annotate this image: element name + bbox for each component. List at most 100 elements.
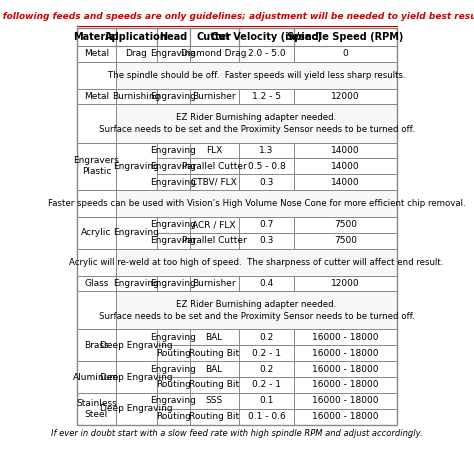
Bar <box>157 393 190 408</box>
Text: Brass: Brass <box>84 341 109 350</box>
Bar <box>294 159 397 174</box>
Bar <box>77 217 116 249</box>
Bar <box>116 276 157 291</box>
Bar <box>294 393 397 408</box>
Text: BAL: BAL <box>206 364 223 374</box>
Bar <box>157 330 190 345</box>
Bar <box>294 46 397 62</box>
Text: Engraving: Engraving <box>150 162 196 171</box>
Text: Burnishing: Burnishing <box>112 92 161 101</box>
Bar <box>238 377 294 393</box>
Bar <box>190 393 238 408</box>
Text: 0.3: 0.3 <box>259 236 273 245</box>
Bar <box>157 29 190 46</box>
Bar <box>77 29 116 46</box>
Text: Cut Velocity (in/sec): Cut Velocity (in/sec) <box>211 32 322 42</box>
Bar <box>238 46 294 62</box>
Bar <box>238 143 294 159</box>
Bar <box>157 217 190 233</box>
Bar <box>238 89 294 105</box>
Text: Engraving: Engraving <box>150 236 196 245</box>
Text: 0.2: 0.2 <box>259 364 273 374</box>
Text: Head: Head <box>159 32 187 42</box>
Bar <box>294 408 397 424</box>
Bar <box>294 89 397 105</box>
Bar <box>77 361 116 393</box>
Text: FLX: FLX <box>206 146 222 155</box>
Bar <box>157 361 190 377</box>
Bar <box>294 393 397 408</box>
Bar <box>294 276 397 291</box>
Text: 1.3: 1.3 <box>259 146 273 155</box>
Text: Engraving: Engraving <box>114 279 159 288</box>
Text: Cutter: Cutter <box>197 32 232 42</box>
Text: Routing Bit: Routing Bit <box>189 349 239 358</box>
Bar <box>294 174 397 190</box>
Bar <box>77 291 116 330</box>
Bar <box>116 393 157 424</box>
Bar <box>116 330 157 361</box>
Bar <box>116 217 157 249</box>
Bar <box>238 233 294 249</box>
Text: 16000 - 18000: 16000 - 18000 <box>312 333 379 342</box>
Bar <box>157 143 190 159</box>
Bar <box>238 345 294 361</box>
Bar <box>294 361 397 377</box>
Bar <box>238 408 294 424</box>
Bar <box>157 46 190 62</box>
Text: 0.4: 0.4 <box>259 279 273 288</box>
Bar <box>116 62 397 89</box>
Text: Engraving: Engraving <box>150 396 196 405</box>
Bar <box>190 361 238 377</box>
Bar <box>294 345 397 361</box>
Text: 0.1: 0.1 <box>259 396 273 405</box>
Bar <box>238 408 294 424</box>
Bar <box>157 345 190 361</box>
Bar <box>294 174 397 190</box>
Text: Metal: Metal <box>84 92 109 101</box>
Bar <box>157 361 190 377</box>
Bar <box>238 393 294 408</box>
Bar <box>116 249 397 276</box>
Bar <box>157 408 190 424</box>
Bar <box>238 276 294 291</box>
Bar <box>190 174 238 190</box>
Bar <box>238 377 294 393</box>
Bar <box>77 46 116 62</box>
Bar <box>294 143 397 159</box>
Text: Routing: Routing <box>156 349 191 358</box>
Bar <box>294 361 397 377</box>
Text: If ever in doubt start with a slow feed rate with high spindle RPM and adjust ac: If ever in doubt start with a slow feed … <box>51 429 423 438</box>
Bar <box>238 345 294 361</box>
Bar <box>77 330 116 361</box>
Text: Stainless
Steel: Stainless Steel <box>76 399 117 419</box>
Bar <box>190 159 238 174</box>
Text: ACR / FLX: ACR / FLX <box>192 220 236 229</box>
Bar <box>238 174 294 190</box>
Text: Spindle Speed (RPM): Spindle Speed (RPM) <box>287 32 404 42</box>
Text: 0: 0 <box>343 49 348 58</box>
Bar <box>238 174 294 190</box>
Text: Engraving: Engraving <box>150 146 196 155</box>
Bar <box>190 377 238 393</box>
Bar <box>157 233 190 249</box>
Text: BAL: BAL <box>206 333 223 342</box>
Bar <box>116 105 397 143</box>
Text: 12000: 12000 <box>331 279 360 288</box>
Bar <box>190 377 238 393</box>
Bar <box>116 291 397 330</box>
Text: Faster speeds can be used with Vision’s High Volume Nose Cone for more efficient: Faster speeds can be used with Vision’s … <box>48 199 465 208</box>
Bar <box>190 29 238 46</box>
Bar <box>294 143 397 159</box>
Bar <box>294 377 397 393</box>
Bar <box>190 46 238 62</box>
Text: 16000 - 18000: 16000 - 18000 <box>312 364 379 374</box>
Text: 0.1 - 0.6: 0.1 - 0.6 <box>247 412 285 421</box>
Bar <box>238 29 294 46</box>
Bar <box>77 62 116 89</box>
Bar <box>294 345 397 361</box>
Bar <box>190 276 238 291</box>
Text: 0.2 - 1: 0.2 - 1 <box>252 349 281 358</box>
Bar <box>238 159 294 174</box>
Text: Routing: Routing <box>156 380 191 389</box>
